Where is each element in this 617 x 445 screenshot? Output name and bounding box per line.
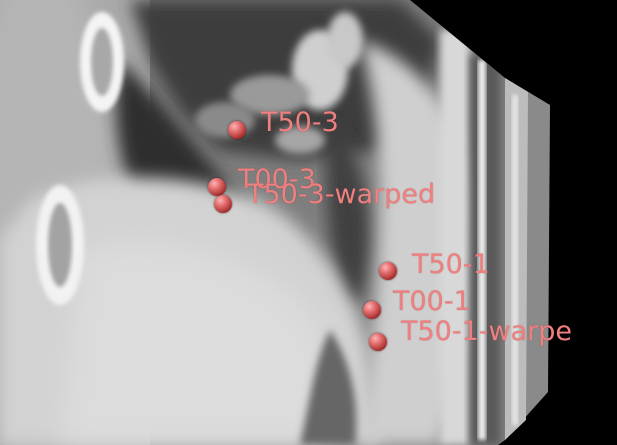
landmark-label-t50-3-warped: T50-3-warped: [247, 179, 436, 210]
landmark-label-t00-1: T00-1: [393, 286, 471, 317]
landmark-label-t50-3: T50-3: [261, 107, 339, 138]
side-face-line: [512, 95, 518, 425]
landmark-marker-t50-3-warped[interactable]: [214, 195, 232, 213]
landmark-marker-t50-1-warped[interactable]: [369, 333, 387, 351]
landmark-label-t00-3: T00-3: [238, 164, 316, 195]
landmark-marker-t00-3[interactable]: [208, 178, 226, 196]
landmark-label-t50-1: T50-1: [412, 249, 490, 280]
landmark-marker-t00-1[interactable]: [363, 301, 381, 319]
landmark-marker-t50-1[interactable]: [379, 262, 397, 280]
landmark-marker-t50-3[interactable]: [228, 121, 246, 139]
landmark-label-t50-1-warped: T50-1-warpe: [401, 316, 572, 347]
